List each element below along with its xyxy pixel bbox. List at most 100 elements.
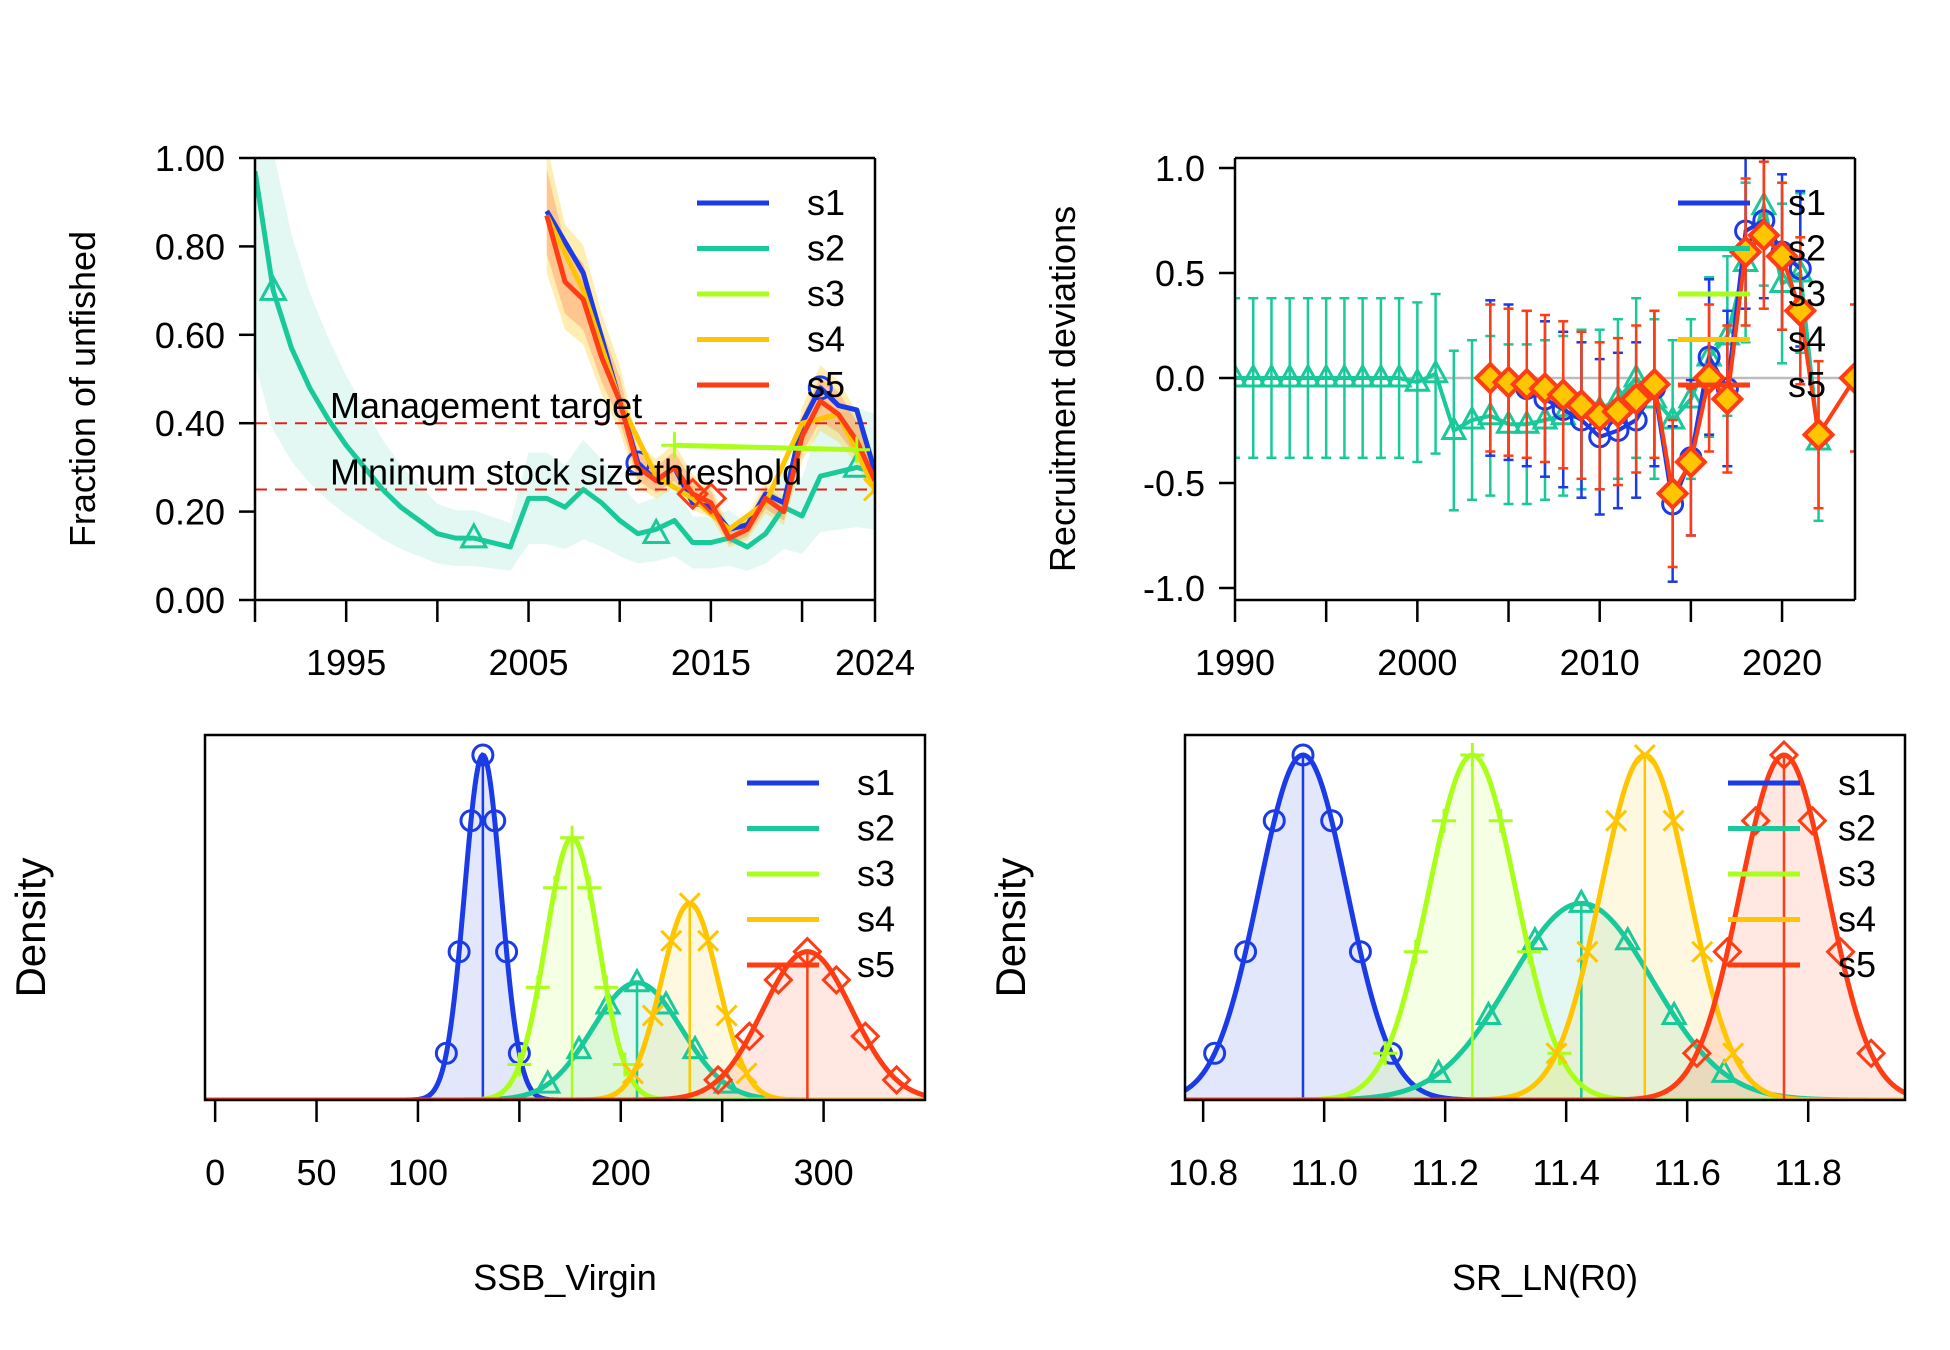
point-s2 [534,1069,562,1094]
point-s3 [661,432,688,459]
point-s2 [258,274,288,301]
point-s2 [1257,362,1286,388]
point-s3 [594,975,619,1000]
x-tick-label: 11.4 [1532,1152,1599,1193]
plot-area [1185,739,1905,1100]
point-s3 [1488,808,1513,833]
point-s5 [1768,739,1800,771]
point-s1 [1348,940,1372,964]
legend-label-s1: s1 [857,762,895,803]
density-curve-s3 [205,835,925,1100]
point-s5 [1637,367,1672,402]
point-s3 [1517,939,1542,964]
band-s5 [546,169,875,545]
series-s1 [1478,158,1812,583]
y-tick-label: 0.5 [1155,253,1205,294]
point-s2 [652,989,680,1015]
density-curve-s5 [205,949,925,1100]
point-s4 [678,892,701,915]
y-tick-label: 1.00 [155,138,225,179]
x-tick-label: 11.6 [1653,1152,1720,1193]
point-s5 [1797,805,1828,836]
density-fill-s1 [1185,755,1480,1100]
point-s2 [1312,362,1340,388]
point-s4 [715,1004,738,1027]
series-line-s3 [674,442,857,453]
point-s3 [542,875,567,900]
point-s2 [1367,362,1395,388]
point-s5 [1601,394,1635,429]
legend-label-s5: s5 [1788,364,1826,405]
point-s2 [623,967,651,993]
point-s4 [1662,809,1685,832]
point-s5 [850,1021,881,1052]
x-tick-label: 2000 [1377,642,1457,683]
point-s2 [1349,362,1377,388]
legend-label-s1: s1 [807,182,845,223]
series-line-s5 [544,214,875,541]
x-tick-label: 200 [591,1152,651,1193]
point-s4 [1633,743,1656,767]
point-s5 [1710,382,1745,416]
point-s5 [1740,805,1771,836]
series-s5 [1473,160,1855,569]
point-s2 [1521,925,1549,951]
y-tick-label: 0.60 [155,315,225,356]
band-s4 [546,158,875,548]
legend-label-s4: s4 [1838,899,1876,940]
y-tick-label: -1.0 [1143,568,1205,609]
legend-label-s2: s2 [857,808,895,849]
point-s2 [1385,362,1413,388]
x-tick-label: 300 [794,1152,854,1193]
point-s5 [703,1064,734,1096]
x-tick-label: 2020 [1742,642,1822,683]
x-tick-label: 2024 [835,642,915,683]
point-s5 [1783,293,1818,328]
point-s5 [1681,1038,1712,1069]
y-tick-label: -0.5 [1143,463,1205,504]
point-s1 [459,809,483,833]
point-s1 [1234,940,1258,964]
point-s2 [1294,362,1322,388]
point-s3 [577,875,602,900]
point-s5 [676,477,710,511]
legend-label-s3: s3 [857,853,895,894]
point-s4 [1722,1042,1745,1065]
point-s3 [507,1052,532,1077]
label-management-target: Management target [330,385,642,426]
legend-label-s3: s3 [1838,853,1876,894]
point-s5 [821,964,852,996]
point-s5 [1838,361,1855,395]
point-s1 [434,1041,458,1065]
x-tick-label: 1995 [306,642,386,683]
point-s5 [763,964,794,996]
point-s5 [1746,218,1781,253]
point-s2 [1710,1058,1738,1083]
point-s2 [1403,367,1431,392]
point-s2 [1567,888,1595,913]
legend-label-s1: s1 [1838,762,1876,803]
x-tick-label: 1990 [1195,642,1275,683]
point-s4 [1576,940,1599,963]
x-tick-label: 11.2 [1411,1152,1478,1193]
point-s3 [525,975,550,1000]
point-s2 [565,1034,593,1060]
x-tick-label: 100 [388,1152,448,1193]
plot-frame [1183,733,1907,1102]
point-s5 [694,481,728,515]
point-s5 [1655,476,1690,511]
legend-label-s5: s5 [807,364,845,405]
point-s3 [1460,743,1485,767]
x-tick-label: 50 [297,1152,337,1193]
band-s2 [255,158,875,571]
point-s5 [881,1064,912,1096]
plot-area: Management target Minimum stock size thre… [255,158,875,571]
y-axis-label: Fraction of unfished [62,231,103,547]
legend-label-s2: s2 [1788,228,1826,269]
legend-label-s2: s2 [1838,808,1876,849]
point-s3 [1373,1041,1398,1066]
point-s2 [1660,1000,1688,1026]
point-s4 [1691,940,1714,963]
y-axis-label: Density [7,857,54,997]
